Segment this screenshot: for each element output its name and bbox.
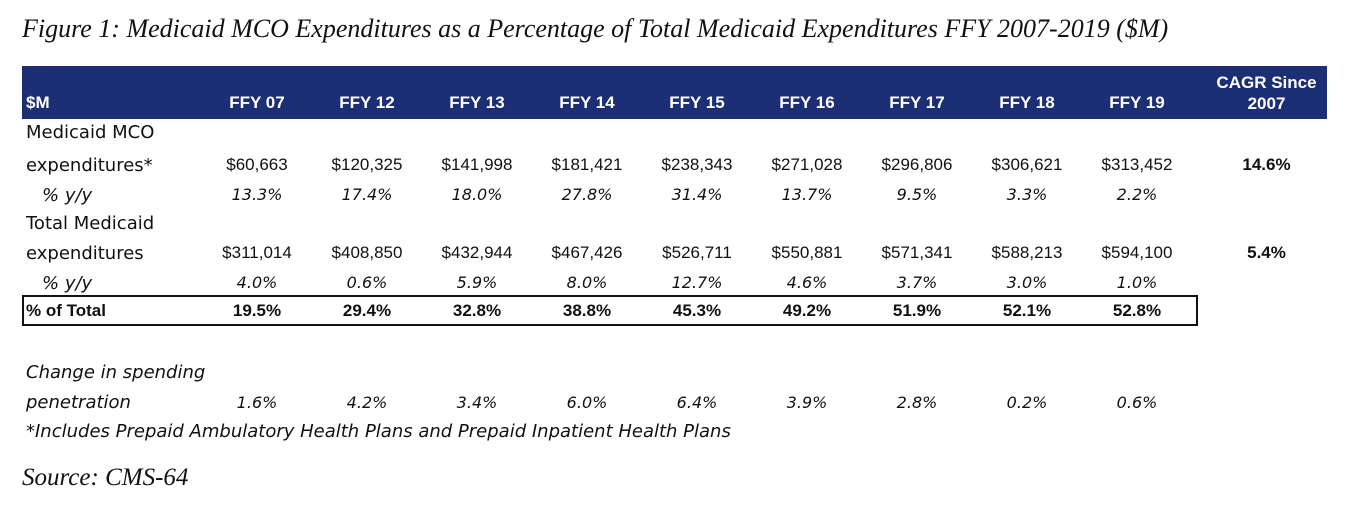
table-cell: $408,850 xyxy=(331,243,403,262)
col-header-ffy14: FFY 14 xyxy=(559,93,615,112)
row-label-mco-line1: Medicaid MCO xyxy=(26,122,155,143)
table-cell: $571,341 xyxy=(881,243,953,262)
cagr-value-mco: 14.6% xyxy=(1242,155,1291,174)
table-cell: 4.6% xyxy=(786,273,828,292)
cagr-header-line1: CAGR Since xyxy=(1216,72,1317,92)
figure-title: Figure 1: Medicaid MCO Expenditures as a… xyxy=(22,14,1169,43)
table-cell: 3.7% xyxy=(896,273,938,292)
table-cell: $271,028 xyxy=(771,155,843,174)
table-cell: 3.4% xyxy=(456,393,498,412)
table-cell: $588,213 xyxy=(991,243,1063,262)
table-cell: 1.0% xyxy=(1116,273,1158,292)
table-cell: 27.8% xyxy=(561,185,613,204)
table-cell: 32.8% xyxy=(452,301,502,320)
table-cell: 3.9% xyxy=(786,393,828,412)
table-cell: $181,421 xyxy=(551,155,623,174)
table-cell: 1.6% xyxy=(236,393,278,412)
row-label-change-line1: Change in spending xyxy=(26,362,206,383)
col-header-cagr: CAGR Since 2007 xyxy=(1206,66,1327,119)
table-cell: 9.5% xyxy=(896,185,938,204)
table-cell: 6.4% xyxy=(676,393,718,412)
table-cell: 13.7% xyxy=(781,185,833,204)
row-label-total-line1: Total Medicaid xyxy=(26,213,155,234)
table-cell: 8.0% xyxy=(566,273,608,292)
table-cell: 5.9% xyxy=(456,273,498,292)
table-cell: 51.9% xyxy=(892,301,942,320)
table-cell: $296,806 xyxy=(881,155,953,174)
unit-label: $M xyxy=(26,93,50,112)
col-header-ffy07: FFY 07 xyxy=(229,93,285,112)
table-cell: $311,014 xyxy=(222,243,292,262)
cagr-header-line2: 2007 xyxy=(1247,93,1286,113)
row-label-pct-total: % of Total xyxy=(26,301,106,320)
table-cell: $306,621 xyxy=(991,155,1063,174)
table-cell: 6.0% xyxy=(566,393,608,412)
table-cell: $594,100 xyxy=(1101,243,1173,262)
col-header-ffy18: FFY 18 xyxy=(999,93,1055,112)
table-cell: $238,343 xyxy=(661,155,733,174)
table-cell: $526,711 xyxy=(662,243,732,262)
table-cell: $120,325 xyxy=(331,155,403,174)
table-cell: 3.3% xyxy=(1006,185,1048,204)
table-cell: 12.7% xyxy=(671,273,723,292)
col-header-ffy15: FFY 15 xyxy=(669,93,725,112)
table-cell: 17.4% xyxy=(341,185,393,204)
table-cell: 3.0% xyxy=(1006,273,1048,292)
table-cell: 4.0% xyxy=(236,273,278,292)
table-cell: $313,452 xyxy=(1101,155,1173,174)
col-header-ffy19: FFY 19 xyxy=(1109,93,1165,112)
source-note: Source: CMS-64 xyxy=(22,464,189,491)
table-cell: $432,944 xyxy=(441,243,513,262)
table-cell: 38.8% xyxy=(562,301,612,320)
table-cell: 0.2% xyxy=(1006,393,1048,412)
table-cell: $141,998 xyxy=(441,155,513,174)
table-cell: 0.6% xyxy=(1116,393,1158,412)
table-cell: $467,426 xyxy=(551,243,623,262)
row-label-total-yy: % y/y xyxy=(42,273,93,294)
table-header xyxy=(22,66,1327,119)
table-cell: $550,881 xyxy=(771,243,843,262)
row-label-mco-line2: expenditures* xyxy=(26,155,153,176)
table-cell: 52.1% xyxy=(1002,301,1052,320)
cagr-value-total: 5.4% xyxy=(1247,243,1286,262)
col-header-ffy16: FFY 16 xyxy=(779,93,835,112)
table-cell: 49.2% xyxy=(782,301,832,320)
row-label-total-line2: expenditures xyxy=(26,243,144,264)
pct-total-row-box xyxy=(22,295,1198,326)
col-header-ffy12: FFY 12 xyxy=(339,93,395,112)
table-cell: 4.2% xyxy=(346,393,388,412)
cagr-header-text: CAGR Since 2007 xyxy=(1216,72,1316,114)
col-header-ffy17: FFY 17 xyxy=(889,93,945,112)
table-cell: 2.2% xyxy=(1116,185,1158,204)
row-label-change-line2: penetration xyxy=(26,392,131,413)
footnote: *Includes Prepaid Ambulatory Health Plan… xyxy=(26,421,731,442)
row-label-mco-yy: % y/y xyxy=(42,185,93,206)
table-cell: 31.4% xyxy=(671,185,723,204)
table-cell: 19.5% xyxy=(232,301,282,320)
table-cell: 18.0% xyxy=(451,185,503,204)
table-cell: 2.8% xyxy=(896,393,938,412)
col-header-ffy13: FFY 13 xyxy=(449,93,505,112)
table-cell: 52.8% xyxy=(1112,301,1162,320)
table-cell: $60,663 xyxy=(226,155,288,174)
table-cell: 45.3% xyxy=(672,301,722,320)
table-cell: 13.3% xyxy=(231,185,283,204)
table-cell: 29.4% xyxy=(342,301,392,320)
table-cell: 0.6% xyxy=(346,273,388,292)
